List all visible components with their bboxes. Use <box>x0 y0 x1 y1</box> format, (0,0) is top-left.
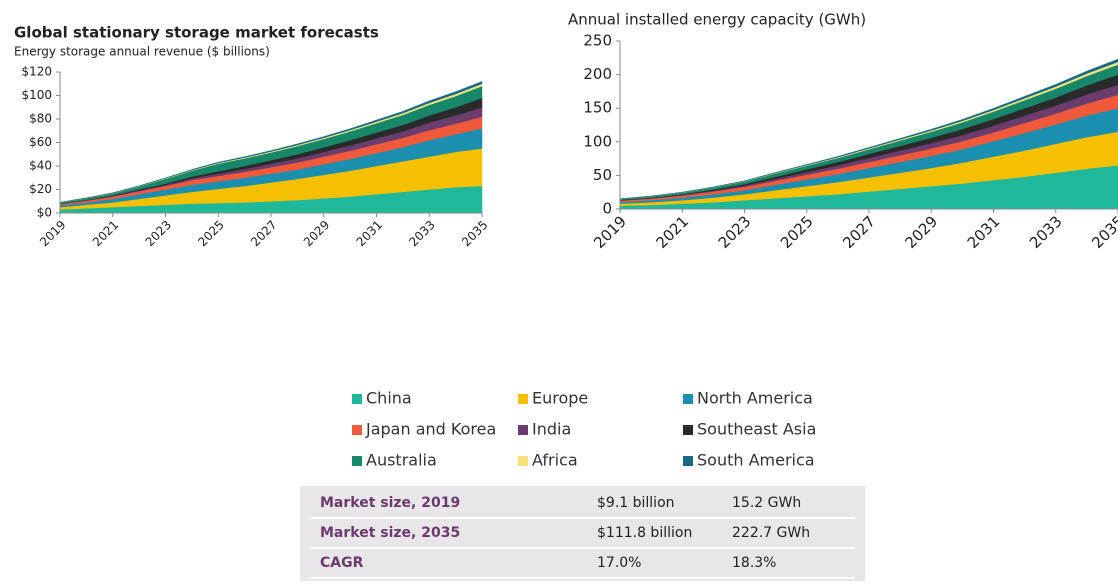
x-tick-label: 2019 <box>37 218 68 249</box>
table-cell: $9.1 billion <box>597 495 675 511</box>
x-tick-label: 2031 <box>354 218 385 249</box>
x-tick-label: 2035 <box>459 218 490 249</box>
legend-label: South America <box>697 451 815 470</box>
y-tick-label: $40 <box>29 159 52 173</box>
x-tick-label: 2021 <box>653 212 693 252</box>
area <box>619 58 1118 200</box>
x-tick-label: 2031 <box>964 212 1004 252</box>
legend-swatch <box>683 425 693 435</box>
y-tick-label: 200 <box>583 65 612 83</box>
legend-label: China <box>366 389 412 408</box>
x-tick-label: 2027 <box>839 212 879 252</box>
y-tick-label: $0 <box>37 206 52 220</box>
page-title: Global stationary storage market forecas… <box>14 24 379 42</box>
x-tick-label: 2023 <box>143 218 174 249</box>
y-tick-label: $100 <box>21 88 52 102</box>
y-tick-label: 50 <box>593 166 612 184</box>
table-cell: 222.7 GWh <box>732 525 810 541</box>
table-cell: 15.2 GWh <box>732 495 801 511</box>
x-tick-label: 2025 <box>195 218 226 249</box>
table-cell: 18.3% <box>732 555 776 571</box>
table-cell: $111.8 billion <box>597 525 692 541</box>
legend-swatch <box>518 394 528 404</box>
x-tick-label: 2033 <box>406 218 437 249</box>
legend-label: North America <box>697 389 813 408</box>
legend-swatch <box>352 394 362 404</box>
table-row-header: Market size, 2035 <box>320 525 460 541</box>
table-cell: 17.0% <box>597 555 641 571</box>
legend-label: Australia <box>366 451 437 470</box>
y-tick-label: 150 <box>583 99 612 117</box>
legend-label: Japan and Korea <box>365 420 496 439</box>
x-tick-label: 2027 <box>248 218 279 249</box>
legend-label: Southeast Asia <box>697 420 816 439</box>
y-tick-label: $60 <box>29 135 52 149</box>
legend-swatch <box>352 456 362 466</box>
legend-label: Europe <box>532 389 588 408</box>
x-tick-label: 2019 <box>590 212 630 252</box>
legend-swatch <box>518 425 528 435</box>
chart-subtitle: Annual installed energy capacity (GWh) <box>568 11 866 29</box>
y-tick-label: $120 <box>21 65 52 79</box>
legend-swatch <box>683 394 693 404</box>
x-tick-label: 2025 <box>777 212 817 252</box>
y-tick-label: 250 <box>583 32 612 50</box>
legend-swatch <box>683 456 693 466</box>
table-background <box>300 486 865 581</box>
y-tick-label: $80 <box>29 112 52 126</box>
legend-label: India <box>532 420 571 439</box>
table-row-header: CAGR <box>320 555 364 571</box>
legend-label: Africa <box>532 451 578 470</box>
legend-swatch <box>518 456 528 466</box>
x-tick-label: 2029 <box>301 218 332 249</box>
legend-swatch <box>352 425 362 435</box>
chart-subtitle: Energy storage annual revenue ($ billion… <box>14 45 270 59</box>
y-tick-label: 0 <box>602 200 612 218</box>
x-tick-label: 2021 <box>90 218 121 249</box>
y-tick-label: $20 <box>29 182 52 196</box>
table-row-header: Market size, 2019 <box>320 495 460 511</box>
x-tick-label: 2023 <box>715 212 755 252</box>
x-tick-label: 2029 <box>902 212 942 252</box>
y-tick-label: 100 <box>583 132 612 150</box>
x-tick-label: 2035 <box>1088 212 1118 252</box>
area <box>59 81 483 203</box>
x-tick-label: 2033 <box>1026 212 1066 252</box>
